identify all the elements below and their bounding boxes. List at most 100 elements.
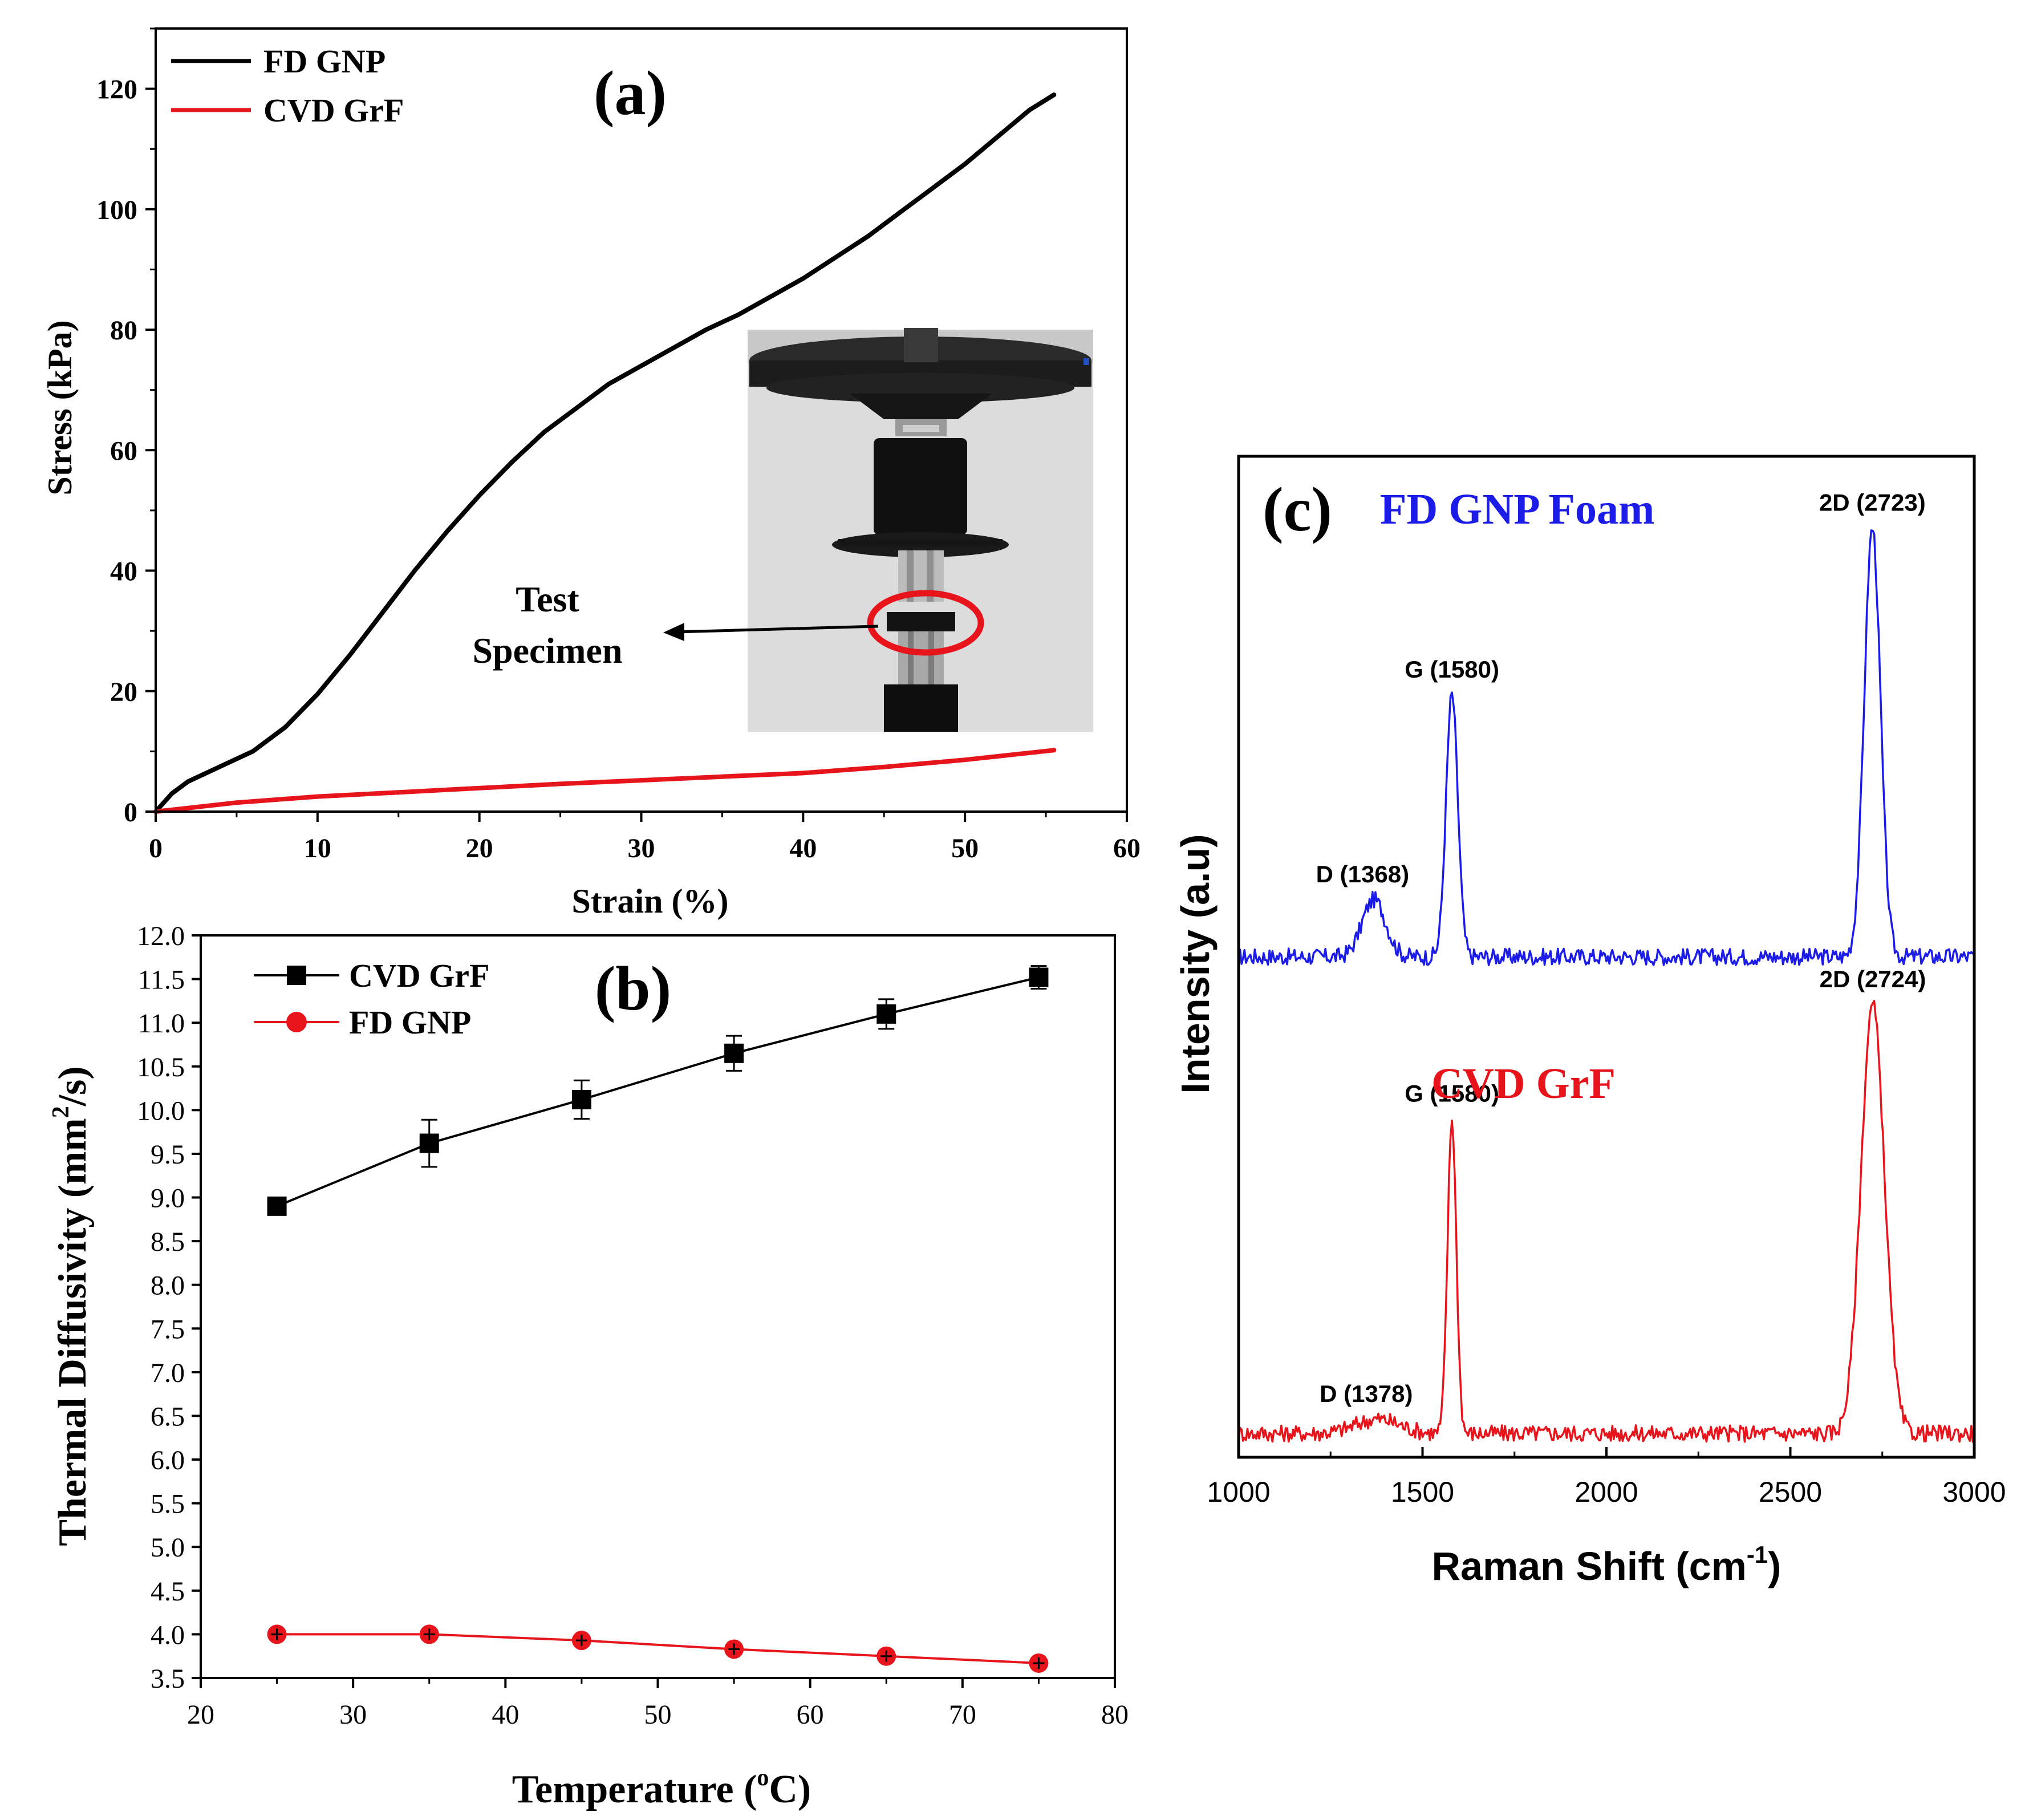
legend-label-fd-gnp: FD GNP xyxy=(349,1004,471,1041)
x-tick-label: 2000 xyxy=(1574,1476,1638,1508)
y-tick-label: 11.0 xyxy=(138,1008,185,1039)
x-tick-label: 60 xyxy=(1113,833,1141,864)
y-tick-label: 100 xyxy=(96,195,137,225)
panel-c-x-ticks: 1000 1500 2000 2500 3000 xyxy=(1207,1447,2006,1508)
peak-label: G (1580) xyxy=(1405,656,1499,683)
inset-test-fixture-photo xyxy=(748,328,1093,732)
panel-b-y-axis-label: Thermal Diffusivity (mm2/s) xyxy=(48,1066,95,1546)
spectrum-line-fd-gnp-foam xyxy=(1238,529,1975,966)
panel-a-plot-area xyxy=(153,92,1057,814)
y-tick-label: 4.0 xyxy=(151,1620,185,1650)
series-line-cvd-grf xyxy=(276,976,1039,1207)
test-specimen-annotation: Test Specimen xyxy=(472,579,984,671)
x-tick-label: 30 xyxy=(628,833,655,864)
panel-c-plot-area: D (1368) G (1580) 2D (2723) D (1378) G (1580… xyxy=(1237,489,1975,1443)
peak-label: D (1368) xyxy=(1316,861,1409,887)
series-label-cvd-grf: CVD GrF xyxy=(1431,1060,1616,1108)
panel-b-thermal-diffusivity: 20 30 40 50 60 70 80 3.5 4.0 4.5 5.0 5.5 6.0 6.5 7.0 7… xyxy=(48,921,1129,1811)
x-tick-label: 70 xyxy=(949,1700,976,1730)
test-specimen-sample xyxy=(887,612,955,631)
x-tick-label: 80 xyxy=(1101,1700,1129,1730)
y-tick-label: 9.0 xyxy=(151,1183,185,1214)
x-tick-label: 50 xyxy=(951,833,979,864)
x-tick-label: 40 xyxy=(492,1700,519,1730)
panel-a-x-ticks: 0 10 20 30 40 50 60 xyxy=(149,812,1141,864)
data-point-cvd-grf xyxy=(1029,967,1049,987)
y-tick-label: 5.0 xyxy=(151,1533,185,1563)
series-line-fd-gnp xyxy=(277,1633,1039,1664)
panel-c-x-axis-label: Raman Shift (cm-1) xyxy=(1432,1541,1782,1588)
panel-c-raman-spectra: D (1368) G (1580) 2D (2723) D (1378) G (1580… xyxy=(1173,455,2006,1588)
x-tick-label: 40 xyxy=(789,833,817,864)
peak-label: 2D (2723) xyxy=(1819,489,1926,516)
legend-circle-marker-icon xyxy=(286,1012,307,1032)
legend-label-fd-gnp: FD GNP xyxy=(263,43,385,80)
y-tick-label: 60 xyxy=(110,436,137,466)
panel-a-stress-strain: 0 10 20 30 40 50 60 0 20 40 60 80 100 120 (a) FD GNP… xyxy=(41,27,1141,920)
test-specimen-arrow xyxy=(675,625,879,634)
panel-a-x-axis-label: Strain (%) xyxy=(572,882,729,920)
y-tick-label: 12.0 xyxy=(137,921,185,951)
x-tick-label: 30 xyxy=(339,1700,367,1730)
panel-b-legend: CVD GrF FD GNP xyxy=(254,957,489,1041)
y-tick-label: 80 xyxy=(110,315,137,346)
test-specimen-label-line2: Specimen xyxy=(472,630,622,671)
y-tick-label: 6.0 xyxy=(151,1445,185,1476)
test-specimen-label-line1: Test xyxy=(516,579,579,619)
panel-b-axes-frame xyxy=(200,934,1116,1679)
y-tick-label: 120 xyxy=(96,75,137,105)
test-specimen-highlight-circle xyxy=(867,590,984,656)
panel-a-y-ticks: 0 20 40 60 80 100 120 xyxy=(96,27,156,828)
x-tick-label: 20 xyxy=(187,1700,214,1730)
x-tick-label: 60 xyxy=(797,1700,824,1730)
x-tick-label: 50 xyxy=(644,1700,672,1730)
data-point-cvd-grf xyxy=(267,1196,287,1216)
data-point-cvd-grf xyxy=(419,1133,439,1153)
legend-label-cvd-grf: CVD GrF xyxy=(349,957,489,994)
panel-b-plot-area xyxy=(267,965,1049,1673)
y-tick-label: 9.5 xyxy=(151,1140,185,1170)
panel-b-x-axis-label: Temperature (oC) xyxy=(512,1765,811,1811)
panel-c-y-axis-label: Intensity (a.u) xyxy=(1173,834,1218,1093)
data-point-cvd-grf xyxy=(724,1043,744,1063)
y-tick-label: 4.5 xyxy=(151,1576,185,1607)
panel-a-y-axis-label: Stress (kPa) xyxy=(41,320,79,495)
arrow-head-icon xyxy=(663,623,684,641)
peak-label: D (1378) xyxy=(1320,1380,1413,1407)
y-tick-label: 11.5 xyxy=(138,965,185,995)
y-tick-label: 0 xyxy=(124,797,137,828)
y-tick-label: 6.5 xyxy=(151,1401,185,1432)
x-tick-label: 0 xyxy=(149,833,163,864)
peak-label: G (1580) xyxy=(1405,1080,1499,1107)
y-tick-label: 10.0 xyxy=(137,1096,185,1126)
panel-b-label: (b) xyxy=(595,954,671,1023)
legend-square-marker-icon xyxy=(287,966,306,985)
x-tick-label: 20 xyxy=(466,833,493,864)
series-label-fd-gnp-foam: FD GNP Foam xyxy=(1380,485,1654,533)
data-point-cvd-grf xyxy=(876,1004,896,1024)
panel-a-legend: FD GNP CVD GrF xyxy=(171,43,404,129)
y-tick-label: 7.0 xyxy=(151,1358,185,1388)
y-tick-label: 7.5 xyxy=(151,1314,185,1344)
data-point-cvd-grf xyxy=(571,1089,591,1109)
series-line-fd-gnp xyxy=(153,92,1057,814)
x-tick-label: 1500 xyxy=(1391,1476,1454,1508)
x-tick-label: 1000 xyxy=(1207,1476,1270,1508)
x-tick-label: 3000 xyxy=(1942,1476,2006,1508)
y-tick-label: 8.0 xyxy=(151,1271,185,1301)
x-tick-label: 10 xyxy=(304,833,331,864)
y-tick-label: 20 xyxy=(110,677,137,707)
y-tick-label: 10.5 xyxy=(137,1052,185,1083)
x-tick-label: 2500 xyxy=(1759,1476,1822,1508)
y-tick-label: 5.5 xyxy=(151,1489,185,1519)
panel-b-x-ticks: 20 30 40 50 60 70 80 xyxy=(187,1678,1129,1730)
y-tick-label: 40 xyxy=(110,557,137,587)
spectrum-line-cvd-grf xyxy=(1237,1000,1975,1443)
peak-label: 2D (2724) xyxy=(1820,966,1926,992)
y-tick-label: 8.5 xyxy=(151,1227,185,1257)
y-tick-label: 3.5 xyxy=(151,1664,185,1694)
panel-b-y-ticks: 3.5 4.0 4.5 5.0 5.5 6.0 6.5 7.0 7.5 8.0 8.5 9.0 9.5 1… xyxy=(137,921,201,1694)
panel-a-label: (a) xyxy=(594,58,667,128)
panel-c-label: (c) xyxy=(1263,475,1332,544)
